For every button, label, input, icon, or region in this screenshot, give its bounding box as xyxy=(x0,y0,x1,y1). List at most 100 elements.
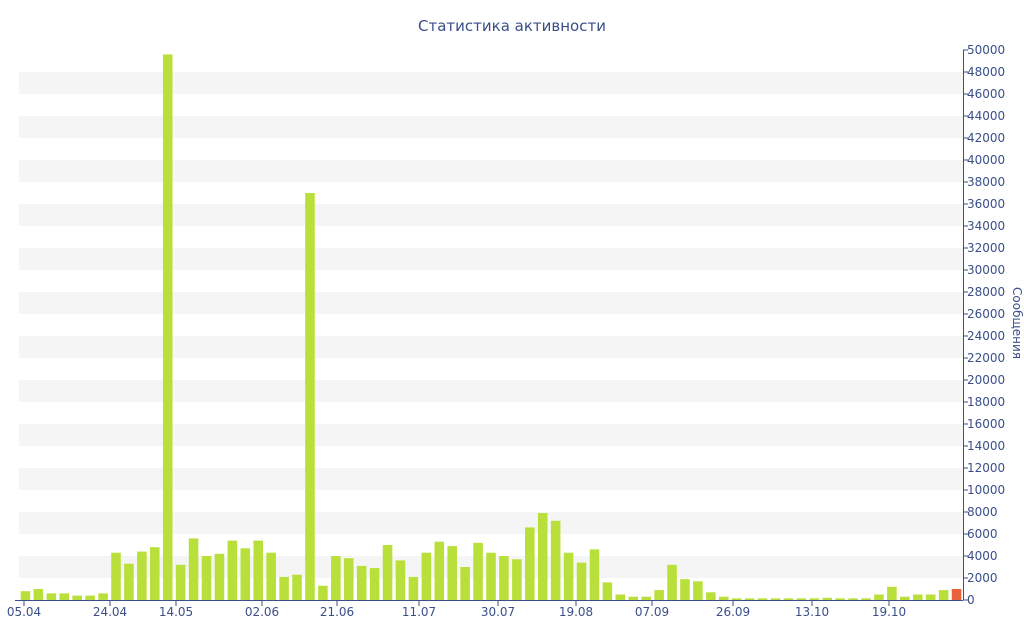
bar[interactable] xyxy=(124,563,134,600)
bar[interactable] xyxy=(214,553,225,600)
bar[interactable] xyxy=(460,567,470,600)
x-tick-label: 05.04 xyxy=(7,605,41,619)
y-tick-label: 32000 xyxy=(967,241,1005,255)
bar[interactable] xyxy=(550,520,561,600)
bar[interactable] xyxy=(744,598,755,600)
bar[interactable] xyxy=(305,193,315,600)
bar[interactable] xyxy=(499,556,509,600)
bar[interactable] xyxy=(395,560,406,600)
bar[interactable] xyxy=(537,513,548,600)
bar[interactable] xyxy=(718,596,729,600)
bar[interactable] xyxy=(861,598,871,600)
bar[interactable] xyxy=(912,594,923,601)
bar[interactable] xyxy=(757,598,768,600)
x-tick-label: 19.08 xyxy=(559,605,593,619)
y-tick-label: 6000 xyxy=(967,527,998,541)
grid-band xyxy=(19,424,963,446)
bar[interactable] xyxy=(421,552,432,600)
bar[interactable] xyxy=(576,562,587,600)
grid-band xyxy=(19,160,963,182)
bar[interactable] xyxy=(369,568,380,600)
bar[interactable] xyxy=(809,598,820,600)
x-tick-label: 02.06 xyxy=(245,605,279,619)
bar[interactable] xyxy=(654,590,664,600)
bar[interactable] xyxy=(887,586,897,600)
bar[interactable] xyxy=(680,579,690,600)
bar[interactable] xyxy=(783,598,794,600)
x-tick-label: 14.05 xyxy=(159,605,193,619)
bar[interactable] xyxy=(137,551,147,600)
x-tick-label: 11.07 xyxy=(402,605,436,619)
bar[interactable] xyxy=(770,598,781,600)
y-tick-label: 50000 xyxy=(967,43,1005,57)
bar[interactable] xyxy=(343,558,354,600)
x-tick-label: 26.09 xyxy=(716,605,750,619)
bar[interactable] xyxy=(85,595,95,600)
bar[interactable] xyxy=(266,552,276,600)
grid-band xyxy=(19,336,963,358)
bar[interactable] xyxy=(900,596,910,600)
bar[interactable] xyxy=(292,574,302,600)
bar[interactable] xyxy=(279,576,289,600)
bar[interactable] xyxy=(20,591,31,600)
bar[interactable] xyxy=(693,581,703,600)
bar[interactable] xyxy=(408,576,419,600)
bar[interactable] xyxy=(641,596,651,600)
y-tick-label: 12000 xyxy=(967,461,1005,475)
bar[interactable] xyxy=(525,527,535,600)
x-tick-label: 07.09 xyxy=(635,605,669,619)
y-tick-label: 16000 xyxy=(967,417,1005,431)
grid-band xyxy=(19,512,963,534)
bar[interactable] xyxy=(628,596,639,600)
bar[interactable] xyxy=(201,556,212,600)
bar[interactable] xyxy=(33,589,44,600)
bar[interactable] xyxy=(98,593,108,600)
bar[interactable] xyxy=(602,582,613,600)
bar[interactable] xyxy=(162,54,173,600)
bar[interactable] xyxy=(667,564,677,600)
bar[interactable] xyxy=(731,598,742,600)
bar[interactable] xyxy=(615,594,626,601)
y-tick-label: 18000 xyxy=(967,395,1005,409)
bar[interactable] xyxy=(848,598,858,600)
x-axis: 05.04 24.04 14.05 02.06 21.06 11.07 30.07 19.08… xyxy=(7,600,963,619)
bar[interactable] xyxy=(822,597,833,600)
bar[interactable] xyxy=(589,549,600,600)
bar[interactable] xyxy=(318,585,328,600)
bar[interactable] xyxy=(512,559,522,600)
y-axis: 0 2000 4000 6000 8000 10000 12000 14000 16000 180… xyxy=(963,43,1005,607)
bar[interactable] xyxy=(706,592,716,600)
bar[interactable] xyxy=(434,541,445,600)
bar[interactable] xyxy=(149,547,160,600)
bar[interactable] xyxy=(46,593,57,600)
bar-current[interactable] xyxy=(951,589,962,600)
bar[interactable] xyxy=(486,552,496,600)
bar[interactable] xyxy=(563,552,574,600)
bar[interactable] xyxy=(447,546,457,600)
bar[interactable] xyxy=(874,594,884,601)
y-tick-label: 44000 xyxy=(967,109,1005,123)
bar[interactable] xyxy=(240,548,251,600)
grid-bands xyxy=(19,72,963,578)
bar[interactable] xyxy=(473,542,483,600)
bar[interactable] xyxy=(356,565,367,600)
y-tick-label: 48000 xyxy=(967,65,1005,79)
bar[interactable] xyxy=(938,590,949,600)
bar[interactable] xyxy=(188,538,199,600)
y-tick-label: 4000 xyxy=(967,549,998,563)
bar[interactable] xyxy=(253,540,264,600)
grid-band xyxy=(19,292,963,314)
bar[interactable] xyxy=(59,593,70,600)
bar[interactable] xyxy=(925,594,936,601)
bar[interactable] xyxy=(382,545,393,600)
bar[interactable] xyxy=(796,598,807,600)
bar[interactable] xyxy=(175,564,186,600)
bar[interactable] xyxy=(227,540,238,600)
bar[interactable] xyxy=(72,595,82,600)
bar[interactable] xyxy=(331,556,341,600)
bar[interactable] xyxy=(835,598,845,600)
y-tick-label: 26000 xyxy=(967,307,1005,321)
y-tick-label: 20000 xyxy=(967,373,1005,387)
grid-band xyxy=(19,72,963,94)
bar[interactable] xyxy=(111,552,121,600)
